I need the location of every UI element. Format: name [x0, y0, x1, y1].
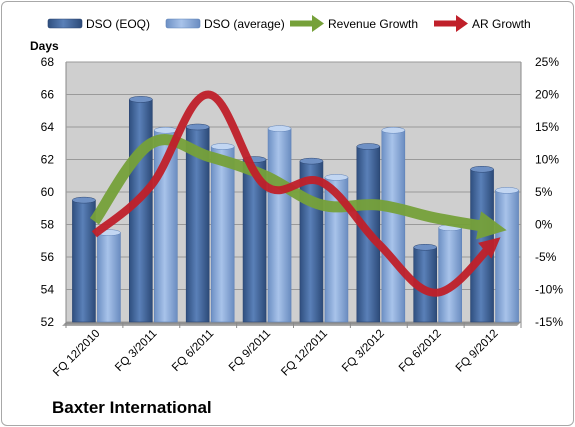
x-tick-label: FQ 6/2012 — [397, 328, 444, 375]
bar-top-dso-eoq — [356, 143, 381, 150]
legend-arrow-revenue-growth — [312, 15, 324, 32]
line-ar-growth — [91, 90, 501, 297]
legend-label-dso-eoq: DSO (EOQ) — [86, 17, 150, 31]
bar-dso-average — [438, 227, 462, 323]
bar-top-dso-eoq — [129, 96, 153, 103]
bar-top-dso-average — [381, 127, 406, 134]
y-left-tick-label: 62 — [41, 153, 55, 167]
y-left-axis-title: Days — [30, 39, 59, 53]
legend-arrow-ar-growth — [456, 15, 468, 32]
y-right-tick-label: -10% — [535, 283, 563, 297]
x-tick-label: FQ 3/2012 — [340, 328, 387, 375]
x-tick-label: FQ 9/2012 — [454, 328, 501, 375]
legend-label-dso-average: DSO (average) — [204, 17, 285, 31]
y-left-tick-label: 64 — [41, 120, 55, 134]
legend-label-revenue-growth: Revenue Growth — [328, 17, 418, 31]
y-left-tick-label: 54 — [41, 283, 55, 297]
x-tick-label: FQ 6/2011 — [170, 328, 216, 374]
bar-top-dso-average — [154, 127, 178, 134]
y-right-tick-label: 10% — [535, 153, 559, 167]
bar-top-dso-eoq — [299, 157, 324, 165]
bar-dso-average — [381, 129, 406, 323]
bar-top-dso-average — [324, 174, 349, 181]
bar-top-dso-average — [210, 143, 235, 150]
y-right-tick-label: -15% — [535, 315, 563, 329]
x-tick-label: FQ 3/2011 — [113, 328, 159, 374]
legend-label-ar-growth: AR Growth — [472, 17, 531, 31]
bar-top-dso-eoq — [413, 244, 437, 251]
bar-top-dso-average — [495, 187, 519, 194]
y-left-tick-label: 60 — [41, 185, 55, 199]
bar-dso-average — [495, 190, 519, 323]
y-right-tick-label: 20% — [535, 88, 559, 102]
y-right-tick-label: -5% — [535, 250, 557, 264]
bar-dso-average — [210, 146, 235, 323]
bar-top-dso-eoq — [470, 166, 494, 173]
legend-swatch-dso-average — [165, 18, 201, 29]
y-right-tick-label: 15% — [535, 120, 559, 134]
y-left-tick-label: 58 — [41, 218, 55, 232]
bar-dso-eoq — [129, 99, 153, 323]
x-tick-label: FQ 9/2011 — [227, 328, 273, 374]
y-right-tick-label: 5% — [535, 185, 553, 199]
y-right-tick-label: 0% — [535, 218, 553, 232]
bar-top-dso-eoq — [185, 123, 210, 131]
bar-top-dso-eoq — [72, 196, 96, 204]
y-left-tick-label: 56 — [41, 250, 55, 264]
bar-dso-average — [97, 232, 121, 323]
bar-top-dso-average — [267, 125, 292, 132]
y-left-tick-label: 66 — [41, 88, 55, 102]
y-right-tick-label: 25% — [535, 55, 559, 69]
bar-dso-average — [267, 128, 292, 323]
plot-floor — [62, 322, 521, 326]
x-tick-label: FQ 12/2011 — [279, 328, 330, 379]
x-tick-label: FQ 12/2010 — [51, 328, 102, 379]
y-left-tick-label: 68 — [41, 55, 55, 69]
legend-swatch-dso-eoq — [47, 18, 83, 29]
company-name: Baxter International — [52, 398, 212, 417]
y-left-tick-label: 52 — [41, 315, 55, 329]
